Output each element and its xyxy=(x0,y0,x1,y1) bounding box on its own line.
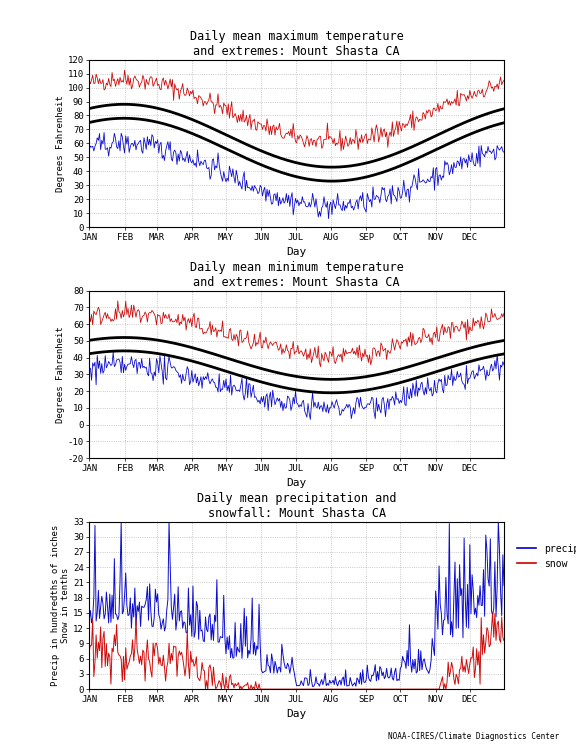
Y-axis label: Precip in hundredths of inches
Snow in tenths: Precip in hundredths of inches Snow in t… xyxy=(51,524,70,686)
Title: Daily mean maximum temperature
and extremes: Mount Shasta CA: Daily mean maximum temperature and extre… xyxy=(190,31,404,58)
Title: Daily mean precipitation and
snowfall: Mount Shasta CA: Daily mean precipitation and snowfall: M… xyxy=(197,492,396,520)
Y-axis label: Degrees Fahrenheit: Degrees Fahrenheit xyxy=(56,95,65,191)
X-axis label: Day: Day xyxy=(286,247,307,257)
X-axis label: Day: Day xyxy=(286,478,307,488)
Text: NOAA-CIRES/Climate Diagnostics Center: NOAA-CIRES/Climate Diagnostics Center xyxy=(388,732,559,741)
Y-axis label: Degrees Fahrenheit: Degrees Fahrenheit xyxy=(56,326,65,422)
Legend: precip, snow: precip, snow xyxy=(513,540,576,572)
X-axis label: Day: Day xyxy=(286,709,307,719)
Title: Daily mean minimum temperature
and extremes: Mount Shasta CA: Daily mean minimum temperature and extre… xyxy=(190,261,404,289)
